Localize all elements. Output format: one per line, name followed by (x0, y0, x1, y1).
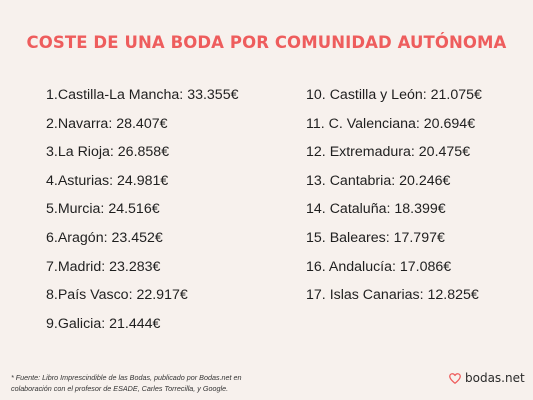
rank-number: 15. (306, 229, 326, 246)
region-cost: 22.917€ (136, 287, 188, 304)
list-item: 3.La Rioja: 26.858€ (46, 144, 170, 161)
list-item: 10. Castilla y León: 21.075€ (306, 87, 482, 103)
rank-number: 12. (306, 144, 326, 161)
list-item: 4.Asturias: 24.981€ (46, 172, 169, 189)
region-cost: 23.452€ (111, 229, 163, 246)
region-name: La Rioja (57, 144, 110, 161)
rank-number: 9. (46, 315, 58, 332)
footnote-line: * Fuente: Libro Imprescindible de las Bo… (11, 373, 242, 382)
list-item: 12. Extremadura: 20.475€ (306, 144, 471, 161)
region-cost: 20.475€ (418, 144, 471, 161)
rank-number: 1. (46, 87, 58, 103)
region-name: Navarra (57, 115, 109, 132)
region-name: Cataluña (329, 201, 387, 218)
rank-number: 16. (306, 258, 326, 275)
region-cost: 12.825€ (427, 287, 479, 304)
region-name: Castilla-La Mancha (57, 87, 180, 103)
page-title: COSTE DE UNA BODA POR COMUNIDAD AUTÓNOMA (26, 33, 507, 52)
list-item: 2.Navarra: 28.407€ (46, 115, 168, 132)
region-cost: 23.283€ (109, 258, 161, 275)
region-cost: 24.981€ (116, 172, 169, 189)
list-item: 5.Murcia: 24.516€ (46, 201, 160, 218)
region-name: Asturias (57, 172, 110, 189)
region-name: Madrid (57, 258, 102, 275)
region-name: Andalucía (328, 258, 393, 275)
rank-number: 4. (46, 172, 58, 189)
list-item: 7.Madrid: 23.283€ (46, 258, 161, 275)
region-name: Islas Canarias (329, 287, 420, 304)
rank-number: 13. (306, 172, 326, 189)
list-item: 14. Cataluña: 18.399€ (306, 201, 446, 218)
region-name: Baleares (329, 229, 386, 246)
list-item: 1.Castilla-La Mancha: 33.355€ (46, 87, 239, 103)
rank-number: 5. (46, 201, 58, 218)
region-name: Extremadura (329, 144, 411, 161)
region-name: Galicia (57, 315, 102, 332)
region-name: Murcia (57, 201, 101, 218)
logo-text: bodas.net (465, 371, 525, 385)
rank-number: 11. (306, 115, 325, 132)
region-name: Cantabria (329, 172, 392, 189)
rank-number: 17. (306, 287, 326, 304)
rank-number: 2. (46, 115, 58, 132)
bodas-net-logo: bodas.net (449, 370, 525, 386)
region-cost: 18.399€ (394, 201, 446, 218)
region-name: Castilla y León (329, 87, 423, 103)
region-cost: 20.694€ (423, 115, 476, 132)
region-cost: 17.797€ (393, 229, 445, 246)
region-name: País Vasco (57, 287, 129, 304)
rank-number: 3. (46, 144, 58, 161)
rank-number: 10. (306, 87, 326, 103)
rank-number: 8. (46, 287, 58, 304)
region-name: C. Valenciana (328, 115, 416, 132)
ranking-list-left: 1.Castilla-La Mancha: 33.355€ 2.Navarra:… (46, 85, 238, 342)
list-item: 11. C. Valenciana: 20.694€ (306, 115, 476, 132)
list-item: 15. Baleares: 17.797€ (306, 229, 445, 246)
region-cost: 26.858€ (117, 144, 170, 161)
list-item: 13. Cantabria: 20.246€ (306, 172, 451, 189)
region-cost: 24.516€ (108, 201, 160, 218)
list-item: 16. Andalucía: 17.086€ (306, 258, 452, 275)
footnote-line: colaboración con el profesor de ESADE, C… (11, 383, 229, 393)
source-footnote: * Fuente: Libro Imprescindible de las Bo… (11, 373, 281, 394)
region-cost: 20.246€ (399, 172, 451, 189)
rank-number: 7. (46, 258, 58, 275)
list-item: 8.País Vasco: 22.917€ (46, 287, 188, 304)
region-cost: 17.086€ (399, 258, 452, 275)
ranking-list-right: 10. Castilla y León: 21.075€ 11. C. Vale… (306, 85, 482, 314)
heart-icon (449, 372, 461, 384)
rank-number: 14. (306, 201, 326, 218)
rank-number: 6. (46, 229, 58, 246)
region-cost: 21.075€ (430, 87, 482, 103)
region-cost: 28.407€ (116, 115, 168, 132)
region-name: Aragón (57, 229, 104, 246)
list-item: 9.Galicia: 21.444€ (46, 315, 161, 332)
region-cost: 33.355€ (187, 87, 239, 103)
list-item: 6.Aragón: 23.452€ (46, 229, 163, 246)
region-cost: 21.444€ (109, 315, 161, 332)
list-item: 17. Islas Canarias: 12.825€ (306, 287, 479, 304)
